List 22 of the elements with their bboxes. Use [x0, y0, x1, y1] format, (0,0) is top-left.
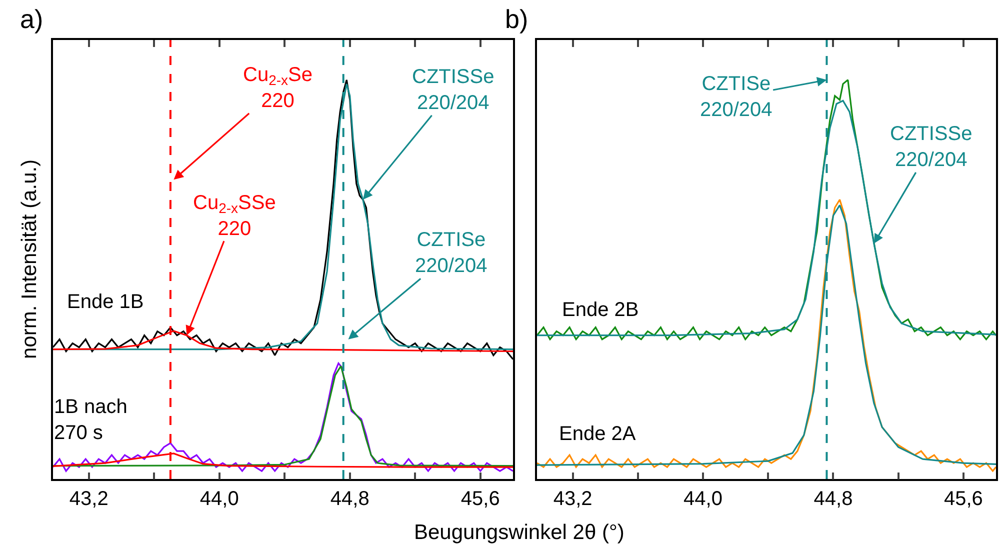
y-axis-title: norm. Intensität (a.u.) — [18, 159, 41, 359]
series-label: Ende 2A — [559, 423, 636, 445]
x-tick-label: 45,6 — [944, 488, 983, 510]
x-tick-label: 45,6 — [460, 488, 500, 510]
annotation: Cu$_{2-x}$SSe 220 — [193, 192, 276, 240]
annotation: CZTISSe 220/204 — [890, 123, 972, 171]
series-label: Ende 2B — [562, 299, 639, 321]
x-tick-label: 44,0 — [684, 488, 722, 510]
x-tick-label: 43,2 — [553, 488, 592, 510]
annotation: CZTISe 220/204 — [415, 229, 488, 277]
text: a) — [20, 4, 44, 34]
series-label: Ende 1B — [67, 291, 144, 313]
text: b) — [505, 4, 528, 34]
x-tick-label: 44,8 — [330, 488, 370, 510]
series-label: 1B nach 270 s — [54, 396, 128, 444]
x-tick-label: 44,0 — [200, 488, 239, 510]
x-tick-label: 44,8 — [814, 488, 853, 510]
annotation: Cu$_{2-x}$Se 220 — [243, 64, 312, 112]
x-axis-title: Beugungswinkel 2θ (°) — [414, 521, 624, 544]
x-tick-label: 43,2 — [69, 488, 108, 510]
annotation: CZTISSe 220/204 — [412, 66, 494, 114]
annotation: CZTISe 220/204 — [700, 73, 772, 121]
